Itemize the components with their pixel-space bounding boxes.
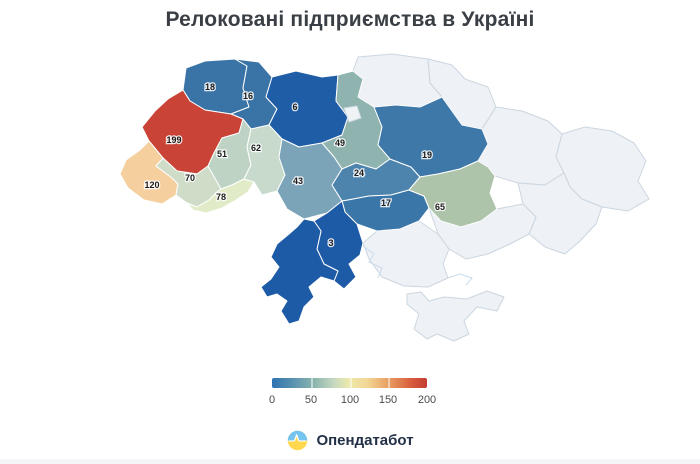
label-ivano-frankivsk: 70 <box>185 173 195 183</box>
label-kyiv-oblast: 49 <box>335 138 345 148</box>
label-mykolaiv: 3 <box>328 238 333 248</box>
opendatabot-logo-text: Опендатабот <box>316 432 414 449</box>
legend-tick-200: 200 <box>417 394 437 406</box>
legend-colorbar <box>272 378 427 388</box>
label-volyn: 18 <box>205 82 215 92</box>
label-kirovohrad: 17 <box>381 198 391 208</box>
region-khmelnytskyi[interactable] <box>243 124 286 196</box>
label-chernivtsi: 78 <box>216 192 226 202</box>
legend-tick-150: 150 <box>378 394 398 406</box>
opendatabot-logo[interactable]: Опендатабот <box>0 429 700 452</box>
label-vinnytsia: 43 <box>293 176 303 186</box>
region-donetsk[interactable] <box>517 172 603 255</box>
label-zhytomyr: 6 <box>292 102 297 112</box>
legend-tick-0: 0 <box>268 394 276 406</box>
legend-tick-50: 50 <box>304 394 318 406</box>
label-poltava: 19 <box>422 150 432 160</box>
label-lviv: 199 <box>166 135 181 145</box>
legend-divider <box>388 378 391 388</box>
label-rivne: 16 <box>243 91 253 101</box>
region-odesa[interactable] <box>260 218 339 325</box>
sivash-water-line <box>447 273 473 286</box>
opendatabot-logo-icon <box>288 430 308 451</box>
label-dnipropetrovsk: 65 <box>435 202 445 212</box>
page-title: Релоковані підприємства в Україні <box>165 8 535 31</box>
legend-tick-100: 100 <box>340 394 360 406</box>
ukraine-choropleth-map: 18 16 6 49 199 51 62 43 120 70 78 24 19 … <box>119 53 650 342</box>
region-dnipropetrovsk[interactable] <box>408 160 498 228</box>
label-zakarpattia: 120 <box>144 180 159 190</box>
label-khmelnytskyi: 62 <box>251 143 261 153</box>
bottom-strip <box>0 459 700 464</box>
dnipro-river-line <box>362 245 383 279</box>
label-cherkasy: 24 <box>354 168 364 178</box>
legend-divider <box>310 378 313 388</box>
region-crimea[interactable] <box>406 290 505 342</box>
label-ternopil: 51 <box>217 149 227 159</box>
region-kyiv-city[interactable] <box>343 105 362 123</box>
legend-divider <box>349 378 352 388</box>
legend-ticks: 0 50 100 150 200 <box>268 394 436 408</box>
